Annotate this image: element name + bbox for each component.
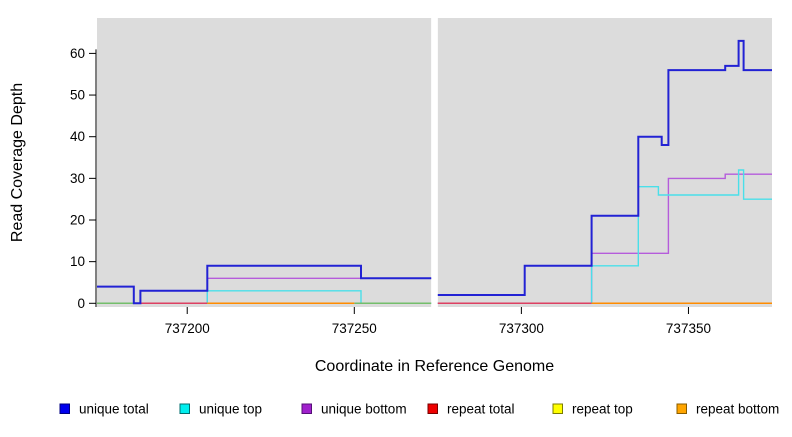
y-tick-label-30: 30 <box>70 171 85 186</box>
legend-swatch <box>301 403 312 414</box>
y-tick-label-20: 20 <box>70 213 85 228</box>
x-axis-title: Coordinate in Reference Genome <box>315 358 554 375</box>
y-tick-label-0: 0 <box>77 296 85 311</box>
legend-label: unique top <box>199 402 262 417</box>
legend-swatch <box>179 403 190 414</box>
legend-item-unique-top: unique top <box>179 402 262 417</box>
legend-swatch <box>427 403 438 414</box>
x-tick-label-737300: 737300 <box>499 321 544 336</box>
no-data-gap <box>431 17 438 308</box>
legend-swatch <box>552 403 563 414</box>
legend-label: unique total <box>79 402 149 417</box>
legend-label: repeat top <box>572 402 633 417</box>
legend-label: repeat total <box>447 402 515 417</box>
y-tick-label-40: 40 <box>70 129 85 144</box>
legend-label: unique bottom <box>321 402 407 417</box>
x-tick-label-737250: 737250 <box>332 321 377 336</box>
y-tick-label-60: 60 <box>70 46 85 61</box>
legend-swatch <box>676 403 687 414</box>
legend-label: repeat bottom <box>696 402 779 417</box>
y-tick-label-50: 50 <box>70 88 85 103</box>
legend-swatch <box>59 403 70 414</box>
legend-item-repeat-top: repeat top <box>552 402 633 417</box>
series-unique-total-line <box>437 39 772 296</box>
series-unique-top-line <box>437 169 772 304</box>
y-axis-title: Read Coverage Depth <box>9 83 26 242</box>
legend-item-repeat-total: repeat total <box>427 402 515 417</box>
x-tick-label-737350: 737350 <box>666 321 711 336</box>
legend-item-unique-total: unique total <box>59 402 149 417</box>
legend-item-repeat-bottom: repeat bottom <box>676 402 779 417</box>
legend-item-unique-bottom: unique bottom <box>301 402 407 417</box>
x-tick-label-737200: 737200 <box>165 321 210 336</box>
series-unique-total-line <box>97 264 432 305</box>
y-tick-label-10: 10 <box>70 254 85 269</box>
